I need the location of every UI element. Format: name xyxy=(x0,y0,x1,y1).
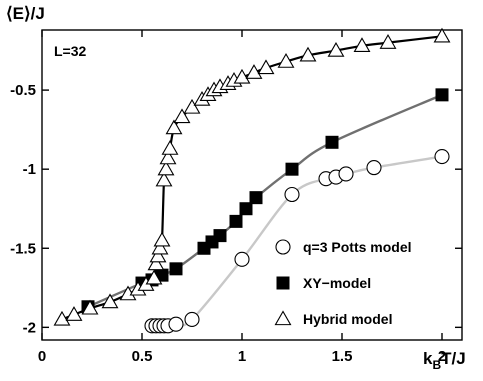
y-axis-label: ⟨E⟩/J xyxy=(6,4,45,23)
marker-circle xyxy=(168,316,184,332)
marker-triangle xyxy=(65,306,83,321)
legend: q=3 Potts model XY−model Hybrid model xyxy=(274,239,412,327)
y-tick-label: -0.5 xyxy=(10,82,36,99)
marker-triangle xyxy=(81,299,99,315)
axis-ticks: 0 0.5 1 1.5 2 -0.5 -1 -1.5 -2 xyxy=(10,30,462,365)
marker-square xyxy=(169,262,183,276)
marker-circle xyxy=(366,160,382,176)
marker-triangle xyxy=(151,239,169,255)
marker-triangle xyxy=(433,27,451,43)
marker-square xyxy=(325,135,339,149)
marker-square xyxy=(213,229,227,243)
marker-triangle xyxy=(257,59,275,75)
marker-triangle xyxy=(277,53,295,68)
legend-label: XY−model xyxy=(303,275,371,291)
marker-circle xyxy=(338,166,354,182)
x-axis-label-k: k xyxy=(423,349,433,368)
y-tick-label: -2 xyxy=(23,319,36,336)
marker-circle xyxy=(434,148,450,165)
x-tick-label: 1.5 xyxy=(332,348,353,365)
marker-triangle xyxy=(379,34,397,49)
marker-square xyxy=(285,162,299,176)
marker-triangle xyxy=(233,68,251,84)
system-size-annotation: L=32 xyxy=(54,43,87,59)
plot-frame xyxy=(41,29,463,341)
marker-triangle xyxy=(159,149,177,165)
marker-circle xyxy=(284,186,300,203)
marker-triangle xyxy=(299,46,317,62)
fit-curves xyxy=(61,35,443,328)
curve-square xyxy=(87,93,443,308)
marker-triangle xyxy=(353,37,371,52)
marker-circle xyxy=(234,251,250,267)
marker-triangle xyxy=(53,310,71,326)
marker-triangle xyxy=(145,269,163,285)
marker-triangle xyxy=(327,41,345,57)
x-axis-label-subscript: B xyxy=(432,358,441,372)
legend-marker-triangle xyxy=(274,310,292,326)
data-markers xyxy=(53,27,451,334)
marker-triangle xyxy=(101,293,119,309)
x-tick-label: 0 xyxy=(38,348,46,365)
marker-square xyxy=(435,88,449,102)
y-tick-label: -1 xyxy=(23,161,36,178)
marker-triangle xyxy=(153,231,171,247)
marker-triangle xyxy=(147,255,165,271)
x-tick-label: 1 xyxy=(238,348,246,365)
legend-label: q=3 Potts model xyxy=(303,239,412,255)
marker-square xyxy=(249,191,263,205)
y-axis-label-main: ⟨E⟩ xyxy=(6,4,31,23)
x-tick-label: 0.5 xyxy=(132,348,153,365)
legend-marker-circle xyxy=(275,239,291,255)
x-axis-label: kBT/J xyxy=(423,349,466,372)
marker-circle xyxy=(184,311,200,327)
marker-square xyxy=(229,214,243,228)
marker-triangle xyxy=(173,108,191,124)
x-axis-label-rest: T/J xyxy=(441,349,466,368)
marker-triangle xyxy=(165,119,183,135)
marker-triangle xyxy=(183,98,201,114)
marker-triangle xyxy=(161,140,179,155)
marker-square xyxy=(239,202,253,216)
marker-triangle xyxy=(157,160,175,176)
y-tick-label: -1.5 xyxy=(10,240,36,257)
legend-marker-square xyxy=(276,276,290,290)
marker-triangle xyxy=(149,247,167,263)
legend-label: Hybrid model xyxy=(303,311,392,327)
y-axis-label-unit: /J xyxy=(31,4,45,23)
marker-triangle xyxy=(155,171,173,187)
x-tick-label: 2 xyxy=(438,348,446,365)
marker-triangle xyxy=(245,64,263,79)
